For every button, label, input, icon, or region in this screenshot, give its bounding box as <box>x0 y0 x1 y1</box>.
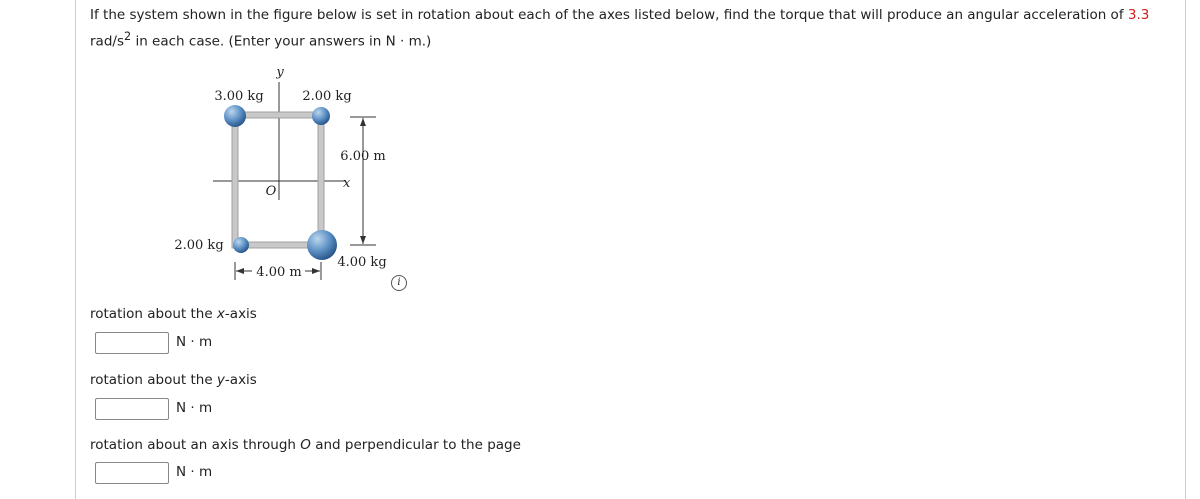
question-unit: rad/s <box>90 33 124 50</box>
part-var: x <box>216 306 225 322</box>
part-text: rotation about the <box>90 372 217 388</box>
part-text: and perpendicular to the page <box>310 437 521 453</box>
question-text: in each case. (Enter your answers in N ·… <box>131 33 432 50</box>
part-var: O <box>300 437 311 453</box>
unit-label: N · m <box>176 464 213 480</box>
unit-label: N · m <box>176 400 213 416</box>
question-value: 3.3 <box>1127 7 1150 23</box>
mass-label: 4.00 kg <box>337 255 386 270</box>
question-text: If the system shown in the figure below … <box>90 7 1128 23</box>
mass-label: 3.00 kg <box>214 89 263 104</box>
info-icon[interactable]: i <box>391 275 407 291</box>
part-var: y <box>216 372 225 388</box>
mass-label: 2.00 kg <box>174 238 223 253</box>
axis-label: y <box>275 65 284 80</box>
mass-label: 2.00 kg <box>302 89 351 104</box>
part-text: rotation about an axis through <box>90 437 301 453</box>
part-label: rotation about the x-axis <box>90 306 257 322</box>
dimension-label: 6.00 m <box>340 149 385 164</box>
figure: y x O 3.00 kg 2.00 kg 2.00 kg 4.00 kg 6.… <box>174 65 387 280</box>
dimension-label: 4.00 m <box>256 265 301 280</box>
question: If the system shown in the figure below … <box>90 4 1170 53</box>
origin-label: O <box>266 184 277 199</box>
answer-input[interactable] <box>95 398 169 420</box>
part-text: -axis <box>224 372 257 388</box>
part-text: -axis <box>224 306 257 322</box>
content-frame <box>75 0 1186 499</box>
part-label: rotation about the y-axis <box>90 372 257 388</box>
answer-input[interactable] <box>95 332 169 354</box>
part-text: rotation about the <box>90 306 217 322</box>
part-label: rotation about an axis through O and per… <box>90 437 521 453</box>
answer-input[interactable] <box>95 462 169 484</box>
unit-label: N · m <box>176 334 213 350</box>
question-exponent: 2 <box>123 30 132 43</box>
axis-label: x <box>343 176 351 191</box>
